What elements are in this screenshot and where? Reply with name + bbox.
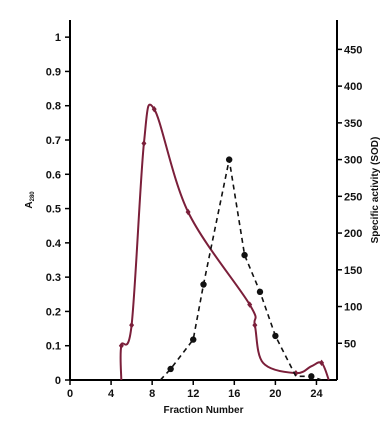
absorbance-data-point [129,321,135,329]
y-tick-label: 0.9 [46,66,61,78]
absorbance-data-point [319,359,325,367]
y2-tick-label: 400 [344,81,362,93]
activity-data-point [200,281,207,288]
axes [69,20,338,381]
y-axis-title-main: A [24,201,35,208]
ticks: 00.10.20.30.40.50.60.70.80.9150100150200… [46,32,363,400]
y-tick-label: 0.7 [46,135,61,147]
y2-tick-label: 200 [344,228,362,240]
activity-data-point [241,251,248,259]
absorbance-data-point [151,105,157,113]
absorbance-data-point [247,301,253,308]
y2-tick-label: 100 [344,302,362,314]
x-tick-label: 16 [228,388,240,400]
x-tick-label: 20 [269,388,281,400]
y-tick-label: 0.8 [46,101,61,113]
activity-data-point [272,332,279,340]
series-layer [118,103,330,381]
y-tick-label: 0.6 [46,169,61,181]
y2-tick-label: 250 [344,191,362,203]
absorbance-data-point [141,140,147,147]
y2-tick-label: 350 [344,118,362,130]
x-tick-label: 8 [149,388,155,400]
y-tick-label: 0.4 [46,238,62,250]
y-axis-title-sub: 280 [30,191,36,202]
absorbance-data-point [185,208,191,216]
x-tick-label: 4 [108,388,115,400]
y-axis-title: A280 [24,191,36,209]
activity-series-line [159,159,322,381]
y-tick-label: 1 [55,32,61,44]
y2-tick-label: 50 [344,338,356,350]
y2-tick-label: 300 [344,155,362,167]
activity-data-point [190,336,197,343]
y2-tick-label: 150 [344,265,362,277]
activity-data-point [167,365,174,373]
absorbance-series-line [119,103,330,381]
x-axis-title: Fraction Number [163,405,243,416]
y2-tick-label: 450 [344,44,362,56]
x-tick-label: 0 [67,388,73,400]
x-tick-label: 24 [310,388,323,400]
y-tick-label: 0.2 [46,306,61,318]
activity-data-point [308,373,315,380]
y-tick-label: 0 [55,375,61,387]
x-tick-label: 12 [187,388,199,400]
y-tick-label: 0.1 [46,341,61,353]
absorbance-data-point [118,342,124,349]
activity-data-point [256,288,264,296]
y-tick-label: 0.5 [46,204,61,216]
activity-data-point [225,156,233,163]
y2-axis-title: Specific activity (SOD) [370,137,381,244]
y-tick-label: 0.3 [46,272,61,284]
absorbance-data-point [252,321,258,329]
